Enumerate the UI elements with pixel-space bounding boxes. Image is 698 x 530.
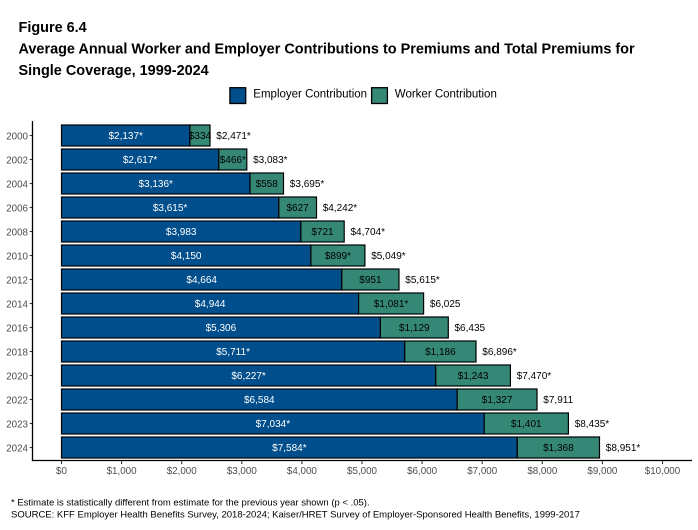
svg-text:$3,983: $3,983 <box>166 227 197 238</box>
svg-text:$1,243: $1,243 <box>458 371 489 382</box>
svg-text:2020: 2020 <box>6 371 28 382</box>
svg-text:$7,584*: $7,584* <box>272 443 307 454</box>
svg-text:* Estimate is statistically di: * Estimate is statistically different fr… <box>11 498 370 509</box>
svg-text:2024: 2024 <box>6 443 28 454</box>
svg-text:$8,435*: $8,435* <box>575 419 610 430</box>
svg-text:$7,470*: $7,470* <box>517 371 552 382</box>
svg-text:$8,951*: $8,951* <box>606 443 641 454</box>
svg-text:2023: 2023 <box>6 419 28 430</box>
svg-text:$5,306: $5,306 <box>206 323 237 334</box>
svg-text:$7,911: $7,911 <box>543 395 573 406</box>
svg-text:$6,000: $6,000 <box>407 466 438 477</box>
svg-text:$3,136*: $3,136* <box>138 179 173 190</box>
svg-text:$1,081*: $1,081* <box>374 299 409 310</box>
svg-text:$5,615*: $5,615* <box>405 275 440 286</box>
svg-text:2000: 2000 <box>6 131 28 142</box>
svg-text:$1,401: $1,401 <box>511 419 542 430</box>
svg-text:$2,000: $2,000 <box>167 466 198 477</box>
svg-text:Worker Contribution: Worker Contribution <box>395 89 497 101</box>
svg-text:$8,000: $8,000 <box>527 466 558 477</box>
svg-text:$6,584: $6,584 <box>244 395 275 406</box>
svg-text:2012: 2012 <box>6 275 28 286</box>
svg-text:$10,000: $10,000 <box>645 466 681 477</box>
svg-text:2022: 2022 <box>6 395 28 406</box>
svg-text:$4,150: $4,150 <box>171 251 202 262</box>
svg-text:$4,704*: $4,704* <box>351 227 386 238</box>
svg-text:$1,000: $1,000 <box>107 466 138 477</box>
svg-text:2004: 2004 <box>6 179 28 190</box>
svg-text:$7,034*: $7,034* <box>256 419 291 430</box>
svg-text:Employer Contribution: Employer Contribution <box>253 89 367 101</box>
svg-text:$5,049*: $5,049* <box>371 251 406 262</box>
svg-text:2008: 2008 <box>6 227 28 238</box>
svg-text:$4,242*: $4,242* <box>323 203 358 214</box>
svg-text:$1,129: $1,129 <box>399 323 430 334</box>
svg-text:Figure 6.4: Figure 6.4 <box>19 20 87 36</box>
svg-text:$1,368: $1,368 <box>543 443 574 454</box>
svg-text:$3,695*: $3,695* <box>290 179 325 190</box>
svg-text:SOURCE: KFF Employer Health Be: SOURCE: KFF Employer Health Benefits Sur… <box>11 510 580 521</box>
svg-text:$1,186: $1,186 <box>425 347 456 358</box>
svg-text:$721: $721 <box>311 227 334 238</box>
svg-text:$3,000: $3,000 <box>227 466 258 477</box>
svg-text:$6,227*: $6,227* <box>231 371 266 382</box>
svg-text:2002: 2002 <box>6 155 28 166</box>
svg-text:$466*: $466* <box>220 155 246 166</box>
svg-text:$6,435: $6,435 <box>455 323 486 334</box>
svg-text:$4,000: $4,000 <box>287 466 318 477</box>
svg-text:$4,664: $4,664 <box>186 275 217 286</box>
svg-text:$334: $334 <box>189 131 212 142</box>
svg-text:2016: 2016 <box>6 323 28 334</box>
svg-text:2006: 2006 <box>6 203 28 214</box>
svg-text:Single Coverage, 1999-2024: Single Coverage, 1999-2024 <box>19 63 209 79</box>
svg-text:$3,083*: $3,083* <box>253 155 288 166</box>
svg-text:$5,000: $5,000 <box>347 466 378 477</box>
svg-text:$7,000: $7,000 <box>467 466 498 477</box>
svg-text:$4,944: $4,944 <box>195 299 226 310</box>
svg-text:$558: $558 <box>256 179 279 190</box>
svg-text:Average Annual Worker and Empl: Average Annual Worker and Employer Contr… <box>19 42 635 58</box>
svg-text:$9,000: $9,000 <box>587 466 618 477</box>
svg-text:$0: $0 <box>56 466 67 477</box>
svg-text:$2,617*: $2,617* <box>123 155 158 166</box>
svg-text:$3,615*: $3,615* <box>153 203 188 214</box>
svg-text:$899*: $899* <box>325 251 351 262</box>
svg-text:2010: 2010 <box>6 251 28 262</box>
svg-text:$951: $951 <box>359 275 382 286</box>
svg-text:$627: $627 <box>286 203 309 214</box>
svg-text:2018: 2018 <box>6 347 28 358</box>
svg-text:$2,471*: $2,471* <box>216 131 251 142</box>
svg-text:$2,137*: $2,137* <box>108 131 143 142</box>
svg-text:$6,025: $6,025 <box>430 299 461 310</box>
svg-text:2014: 2014 <box>6 299 28 310</box>
svg-text:$6,896*: $6,896* <box>482 347 517 358</box>
svg-text:$5,711*: $5,711* <box>216 347 250 358</box>
svg-text:$1,327: $1,327 <box>482 395 513 406</box>
